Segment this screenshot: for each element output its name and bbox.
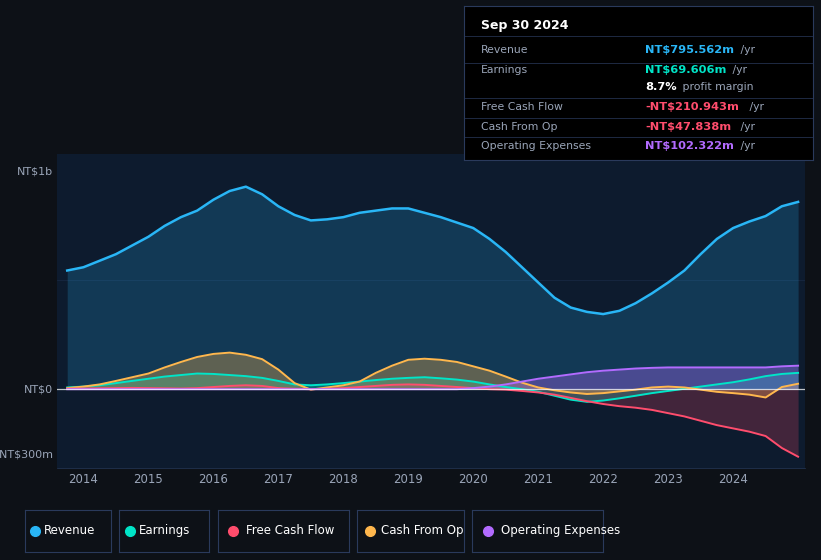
Text: /yr: /yr [737, 45, 755, 55]
Text: /yr: /yr [729, 66, 747, 75]
Text: -NT$47.838m: -NT$47.838m [645, 122, 732, 132]
Text: Revenue: Revenue [44, 524, 95, 537]
Text: /yr: /yr [737, 141, 755, 151]
Text: NT$69.606m: NT$69.606m [645, 66, 727, 75]
Text: Earnings: Earnings [139, 524, 190, 537]
Text: /yr: /yr [745, 102, 764, 112]
Text: NT$795.562m: NT$795.562m [645, 45, 734, 55]
Text: Revenue: Revenue [481, 45, 529, 55]
Text: NT$0: NT$0 [25, 384, 53, 394]
Text: -NT$300m: -NT$300m [0, 450, 53, 460]
Text: profit margin: profit margin [679, 82, 754, 92]
Text: Operating Expenses: Operating Expenses [481, 141, 591, 151]
Text: Free Cash Flow: Free Cash Flow [246, 524, 335, 537]
Text: Free Cash Flow: Free Cash Flow [481, 102, 563, 112]
Text: NT$102.322m: NT$102.322m [645, 141, 734, 151]
Text: -NT$210.943m: -NT$210.943m [645, 102, 739, 112]
Text: Earnings: Earnings [481, 66, 529, 75]
Text: Cash From Op: Cash From Op [481, 122, 557, 132]
Text: Cash From Op: Cash From Op [381, 524, 463, 537]
Text: NT$1b: NT$1b [17, 166, 53, 176]
Text: 8.7%: 8.7% [645, 82, 677, 92]
Text: Operating Expenses: Operating Expenses [501, 524, 620, 537]
Text: Sep 30 2024: Sep 30 2024 [481, 20, 569, 32]
Text: /yr: /yr [737, 122, 755, 132]
